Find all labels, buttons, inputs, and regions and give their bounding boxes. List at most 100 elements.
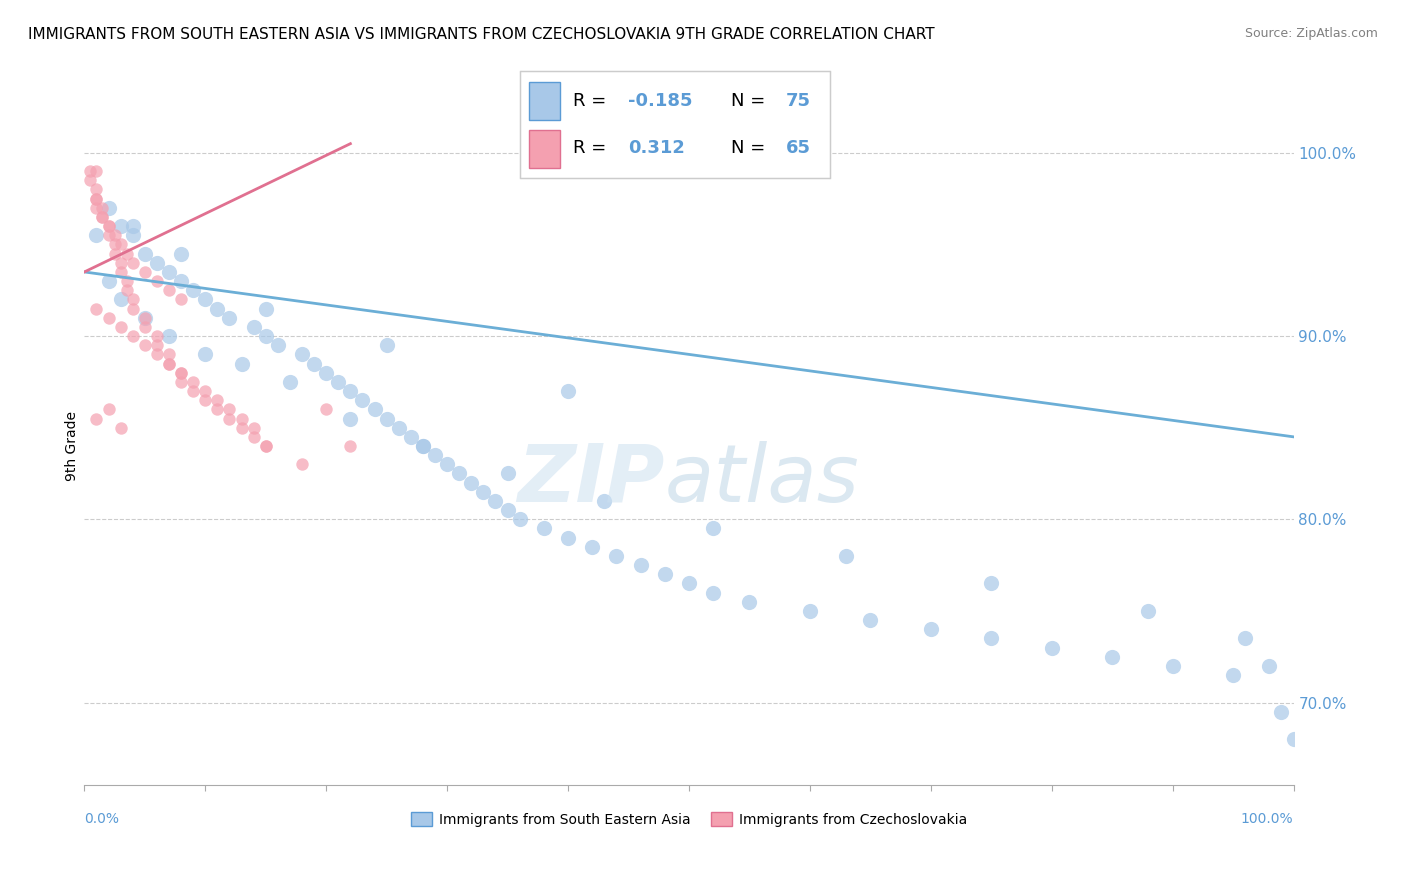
Point — [121, 301, 143, 316]
Point — [157, 357, 180, 371]
Point — [97, 228, 120, 243]
Text: R =: R = — [572, 139, 612, 157]
Point — [157, 265, 180, 279]
Point — [146, 274, 169, 288]
Point — [254, 439, 277, 453]
Legend: Immigrants from South Eastern Asia, Immigrants from Czechoslovakia: Immigrants from South Eastern Asia, Immi… — [405, 806, 973, 832]
Point — [97, 219, 120, 234]
Point — [218, 402, 240, 417]
Point — [980, 632, 1002, 646]
Point — [121, 219, 143, 234]
Point — [654, 567, 676, 582]
Point — [97, 274, 120, 288]
Point — [339, 411, 361, 425]
Point — [194, 347, 217, 361]
Text: N =: N = — [731, 93, 770, 111]
Point — [157, 329, 180, 343]
Point — [1258, 658, 1281, 673]
Point — [115, 283, 138, 297]
Point — [242, 420, 264, 434]
Point — [254, 329, 277, 343]
Point — [315, 366, 337, 380]
Point — [291, 458, 314, 472]
Point — [1222, 668, 1244, 682]
Point — [146, 338, 169, 352]
Point — [449, 467, 471, 481]
Point — [533, 521, 555, 535]
Text: -0.185: -0.185 — [628, 93, 693, 111]
Point — [423, 448, 446, 462]
Point — [110, 293, 132, 307]
Y-axis label: 9th Grade: 9th Grade — [65, 411, 79, 481]
Point — [91, 210, 114, 224]
Point — [170, 274, 193, 288]
Point — [86, 201, 108, 215]
Point — [97, 402, 120, 417]
Point — [242, 319, 264, 334]
Point — [121, 329, 143, 343]
Point — [593, 494, 616, 508]
Point — [134, 246, 156, 260]
Point — [104, 237, 127, 252]
Point — [157, 347, 180, 361]
Point — [170, 366, 193, 380]
Point — [146, 347, 169, 361]
Point — [207, 402, 229, 417]
Point — [254, 439, 277, 453]
Point — [738, 595, 761, 609]
Point — [799, 604, 821, 618]
Point — [86, 228, 108, 243]
Point — [339, 439, 361, 453]
Point — [115, 246, 138, 260]
Point — [231, 420, 253, 434]
Point — [242, 430, 264, 444]
Point — [509, 512, 531, 526]
Text: atlas: atlas — [665, 441, 859, 519]
Text: 0.0%: 0.0% — [84, 812, 120, 826]
Point — [110, 219, 132, 234]
Point — [79, 164, 101, 178]
Point — [86, 182, 108, 196]
Point — [207, 393, 229, 408]
Point — [352, 393, 374, 408]
Point — [496, 467, 519, 481]
Point — [115, 274, 138, 288]
Point — [557, 531, 579, 545]
Text: N =: N = — [731, 139, 770, 157]
Point — [1137, 604, 1160, 618]
Point — [581, 540, 603, 554]
Point — [291, 347, 314, 361]
Point — [218, 310, 240, 325]
Point — [920, 622, 942, 636]
Point — [557, 384, 579, 398]
Point — [134, 319, 156, 334]
Point — [375, 338, 398, 352]
Point — [86, 411, 108, 425]
Text: Source: ZipAtlas.com: Source: ZipAtlas.com — [1244, 27, 1378, 40]
Point — [1161, 658, 1184, 673]
Point — [484, 494, 506, 508]
Point — [146, 256, 169, 270]
Point — [86, 164, 108, 178]
Text: 0.312: 0.312 — [628, 139, 685, 157]
Point — [328, 375, 350, 389]
Point — [110, 420, 132, 434]
Point — [278, 375, 301, 389]
Point — [181, 375, 204, 389]
Text: 75: 75 — [786, 93, 811, 111]
Text: 100.0%: 100.0% — [1241, 812, 1294, 826]
Point — [157, 357, 180, 371]
Point — [702, 585, 724, 599]
Point — [110, 265, 132, 279]
Point — [472, 484, 495, 499]
Point — [86, 192, 108, 206]
Point — [207, 301, 229, 316]
Point — [302, 357, 325, 371]
Point — [1282, 732, 1305, 747]
FancyBboxPatch shape — [530, 82, 561, 120]
FancyBboxPatch shape — [530, 130, 561, 168]
Point — [97, 310, 120, 325]
Text: R =: R = — [572, 93, 612, 111]
Point — [134, 265, 156, 279]
Point — [146, 329, 169, 343]
